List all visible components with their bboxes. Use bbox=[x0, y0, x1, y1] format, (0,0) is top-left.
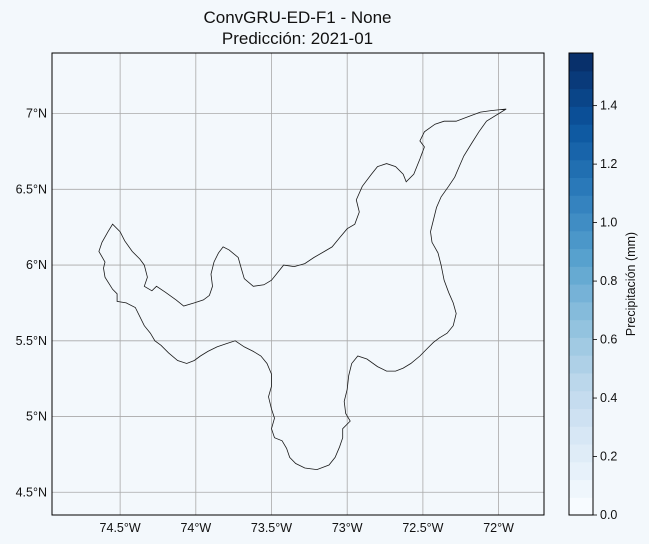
colorbar-level bbox=[569, 497, 593, 516]
colorbar-frame bbox=[568, 52, 594, 516]
colorbar-level bbox=[569, 426, 593, 445]
colorbar-level bbox=[569, 106, 593, 125]
lon-tick-label: 72°W bbox=[483, 521, 514, 535]
colorbar-level bbox=[569, 479, 593, 498]
colorbar-level bbox=[569, 355, 593, 374]
colorbar-level bbox=[569, 248, 593, 267]
colorbar-level bbox=[569, 319, 593, 338]
lon-tick-label: 74.5°W bbox=[100, 521, 141, 535]
colorbar-level bbox=[569, 301, 593, 321]
colorbar-tick-label: 1.4 bbox=[600, 99, 617, 113]
colorbar-level bbox=[569, 372, 593, 392]
colorbar-level bbox=[569, 124, 593, 143]
region-outline bbox=[98, 108, 507, 471]
colorbar-tick-label: 0.0 bbox=[600, 508, 617, 522]
colorbar-level bbox=[569, 88, 593, 107]
map-background bbox=[52, 53, 544, 515]
lat-tick-label: 4.5°N bbox=[16, 485, 47, 499]
colorbar bbox=[569, 53, 593, 516]
map-title: ConvGRU-ED-F1 - None bbox=[203, 8, 392, 27]
longitude-tick-labels: 74.5°W 74°W 73.5°W 73°W 72.5°W 72°W bbox=[100, 521, 515, 535]
lat-tick-label: 6.5°N bbox=[16, 182, 47, 196]
colorbar-level bbox=[569, 266, 593, 285]
colorbar-level bbox=[569, 177, 593, 196]
colorbar-level bbox=[569, 195, 593, 214]
colorbar-level bbox=[569, 337, 593, 356]
lon-tick-label: 73.5°W bbox=[251, 521, 292, 535]
colorbar-level bbox=[569, 212, 593, 232]
colorbar-tick-label: 1.2 bbox=[600, 157, 617, 171]
colorbar-level bbox=[569, 443, 593, 463]
lon-tick-label: 72.5°W bbox=[402, 521, 443, 535]
colorbar-level bbox=[569, 53, 593, 72]
colorbar-level bbox=[569, 70, 593, 90]
colorbar-level bbox=[569, 230, 593, 250]
map-subtitle: Predicción: 2021-01 bbox=[221, 29, 374, 48]
lat-tick-label: 5.5°N bbox=[16, 334, 47, 348]
colorbar-level bbox=[569, 159, 593, 178]
lon-tick-label: 73°W bbox=[332, 521, 363, 535]
colorbar-label: Precipitación (mm) bbox=[624, 232, 638, 336]
colorbar-level bbox=[569, 390, 593, 409]
colorbar-level bbox=[569, 461, 593, 481]
colorbar-level bbox=[569, 284, 593, 303]
colorbar-tick-label: 0.6 bbox=[600, 333, 617, 347]
colorbar-tick-label: 0.4 bbox=[600, 391, 617, 405]
colorbar-ticks: 0.0 0.2 0.4 0.6 0.8 1.0 1.2 1.4 bbox=[593, 99, 617, 522]
lon-tick-label: 74°W bbox=[180, 521, 211, 535]
colorbar-tick-label: 1.0 bbox=[600, 216, 617, 230]
colorbar-tick-label: 0.8 bbox=[600, 274, 617, 288]
map-frame bbox=[51, 52, 545, 516]
colorbar-tick-label: 0.2 bbox=[600, 450, 617, 464]
colorbar-level bbox=[569, 141, 593, 161]
map-gridlines bbox=[52, 53, 544, 515]
latitude-tick-labels: 7°N 6.5°N 6°N 5.5°N 5°N 4.5°N bbox=[16, 107, 47, 500]
lat-tick-label: 5°N bbox=[26, 410, 47, 424]
colorbar-level bbox=[569, 408, 593, 427]
lat-tick-label: 6°N bbox=[26, 258, 47, 272]
lat-tick-label: 7°N bbox=[26, 107, 47, 121]
